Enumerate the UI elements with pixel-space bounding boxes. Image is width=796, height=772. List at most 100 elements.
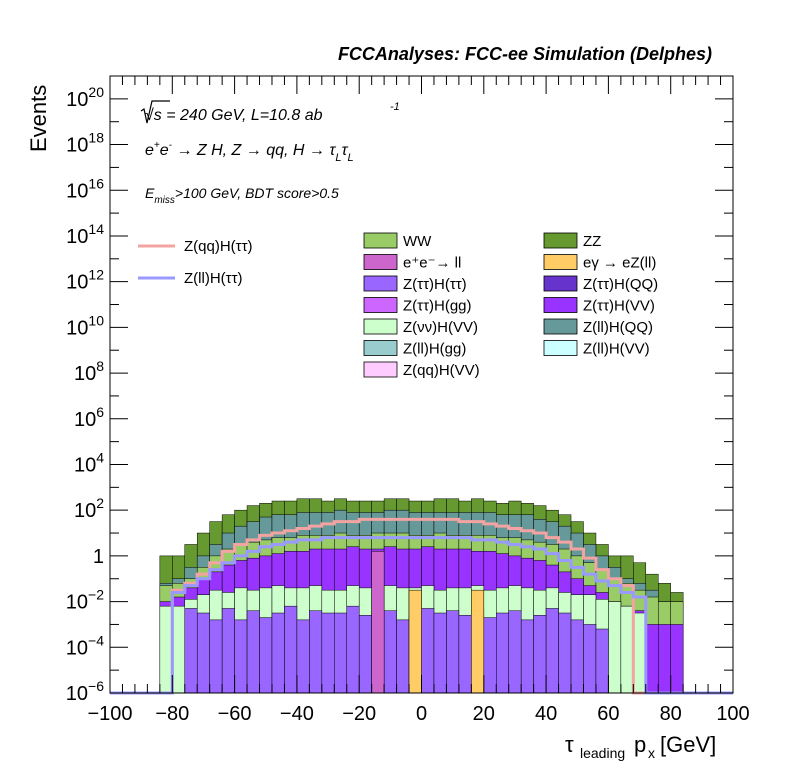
histogram-bin [533,615,547,694]
y-tick-label: 104 [74,449,104,476]
legend-swatch [363,340,398,356]
histogram-bin [271,612,285,694]
x-tick-label: −60 [218,703,252,725]
y-tick-label: 108 [74,358,104,385]
y-tick-label: 10−6 [66,678,104,705]
legend-label: eγ → eZ(ll) [583,255,656,272]
histogram-bin [396,619,410,694]
legend-label: Z(ττ)H(VV) [583,298,655,315]
histogram-bin [520,619,534,694]
stack-layer-ZttHtt_top [184,605,609,694]
x-tick-label: 80 [660,703,682,725]
histogram-bin [408,589,422,694]
y-tick-label: 10−4 [66,632,104,659]
histogram-bin [595,628,609,694]
histogram-stack [159,498,684,694]
y-tick-label: 1020 [66,84,104,111]
y-tick-label: 102 [74,495,104,522]
histogram-bin [433,612,447,694]
histogram-bin [570,619,584,694]
histogram-bin [583,624,597,694]
svg-text:x: x [648,745,655,761]
legend-swatch [543,232,578,249]
x-tick-label: 40 [535,703,557,725]
legend-swatch [363,275,398,292]
histogram-bin [371,551,385,694]
x-tick-label: −20 [342,703,376,725]
histogram-bin [172,605,186,694]
y-tick-label: 1014 [66,221,104,248]
legend-label: ZZ [583,233,601,250]
legend-label: Z(ll)H(VV) [583,341,650,358]
histogram-bin [309,610,323,694]
y-tick-label: 1018 [66,130,104,157]
x-tick-label: 0 [416,703,427,725]
histogram-bin [633,612,647,694]
annotation-process: e+e- → Z H, Z → qq, H → τLτL [145,140,354,164]
histogram-bin [483,617,497,694]
legend-swatch [543,275,578,292]
legend-label: Z(ττ)H(gg) [403,298,472,315]
svg-text:τ: τ [565,732,574,757]
histogram-bin [246,610,260,694]
histogram-bin [458,615,472,694]
legend-label: WW [403,233,432,250]
legend-swatch [543,254,578,270]
histogram-bin [446,610,460,694]
y-tick-label: 1016 [66,175,104,202]
legend-swatch [363,361,398,378]
x-tick-label: 60 [597,703,619,725]
chart-title: FCCAnalyses: FCC-ee Simulation (Delphes) [338,44,712,64]
annotation-energy: √s = 240 GeV, L=10.8 ab -1 [145,101,400,124]
legend-swatch [363,232,398,249]
legend-swatch [363,297,398,313]
overlay-line [110,536,733,695]
legend-swatch [363,318,398,335]
y-tick-label: 1 [93,546,104,568]
x-tick-label: 100 [716,703,749,725]
histogram-bin [346,605,360,694]
legend-swatch [363,254,398,270]
histogram-bin [620,605,634,694]
svg-text:e+e- → Z H, Z → qq, H → τLτL: e+e- → Z H, Z → qq, H → τLτL [145,140,354,164]
histogram-bin [159,605,173,694]
annotation-cuts: Emiss>100 GeV, BDT score>0.5 [145,185,339,206]
histogram-bin [234,619,248,694]
histogram-bin [558,612,572,694]
y-axis-label: Events [26,85,51,152]
y-tick-label: 1010 [66,312,104,339]
legend-swatch [543,340,578,356]
legend-label: Z(ττ)H(QQ) [583,276,658,293]
legend-swatch [543,318,578,335]
histogram-bin [296,619,310,694]
svg-text:Emiss>100 GeV, BDT score>0.5: Emiss>100 GeV, BDT score>0.5 [145,185,339,206]
overlay-line [110,517,733,695]
legend: Z(qq)H(ττ) Z(ll)H(ττ) WW ZZ e⁺e⁻→ ll eγ → eZ(… [138,232,658,379]
histogram-bin [496,612,509,694]
histogram-bin [670,624,684,694]
histogram-bin [657,624,671,694]
histogram-bin [284,605,298,694]
histogram-bin [645,624,659,694]
overlay-lines [110,517,733,695]
legend-label: Z(qq)H(VV) [403,362,480,379]
histogram-bin [184,608,198,694]
histogram-bin [471,589,485,694]
x-tick-label: −80 [155,703,189,725]
histogram-bin [421,608,435,694]
histogram-bin [358,615,372,694]
histogram-bin [383,610,397,694]
legend-label: Z(ll)H(gg) [403,341,466,358]
legend-label: e⁺e⁻→ ll [403,255,461,272]
histogram-bin [608,601,622,694]
x-tick-label: 20 [473,703,495,725]
x-axis-label: τ leading p x [GeV] [565,732,716,761]
y-tick-label: 106 [74,404,104,431]
histogram-bin [196,612,210,694]
axes: −100 −80 −60 −40 −20 0 20 40 60 80 100 10−6 10−4 10−2… [66,75,750,725]
legend-label: Z(qq)H(ττ) [184,238,253,255]
svg-text:leading: leading [580,745,625,761]
histogram-bin [209,619,223,694]
histogram-bin [334,612,347,694]
